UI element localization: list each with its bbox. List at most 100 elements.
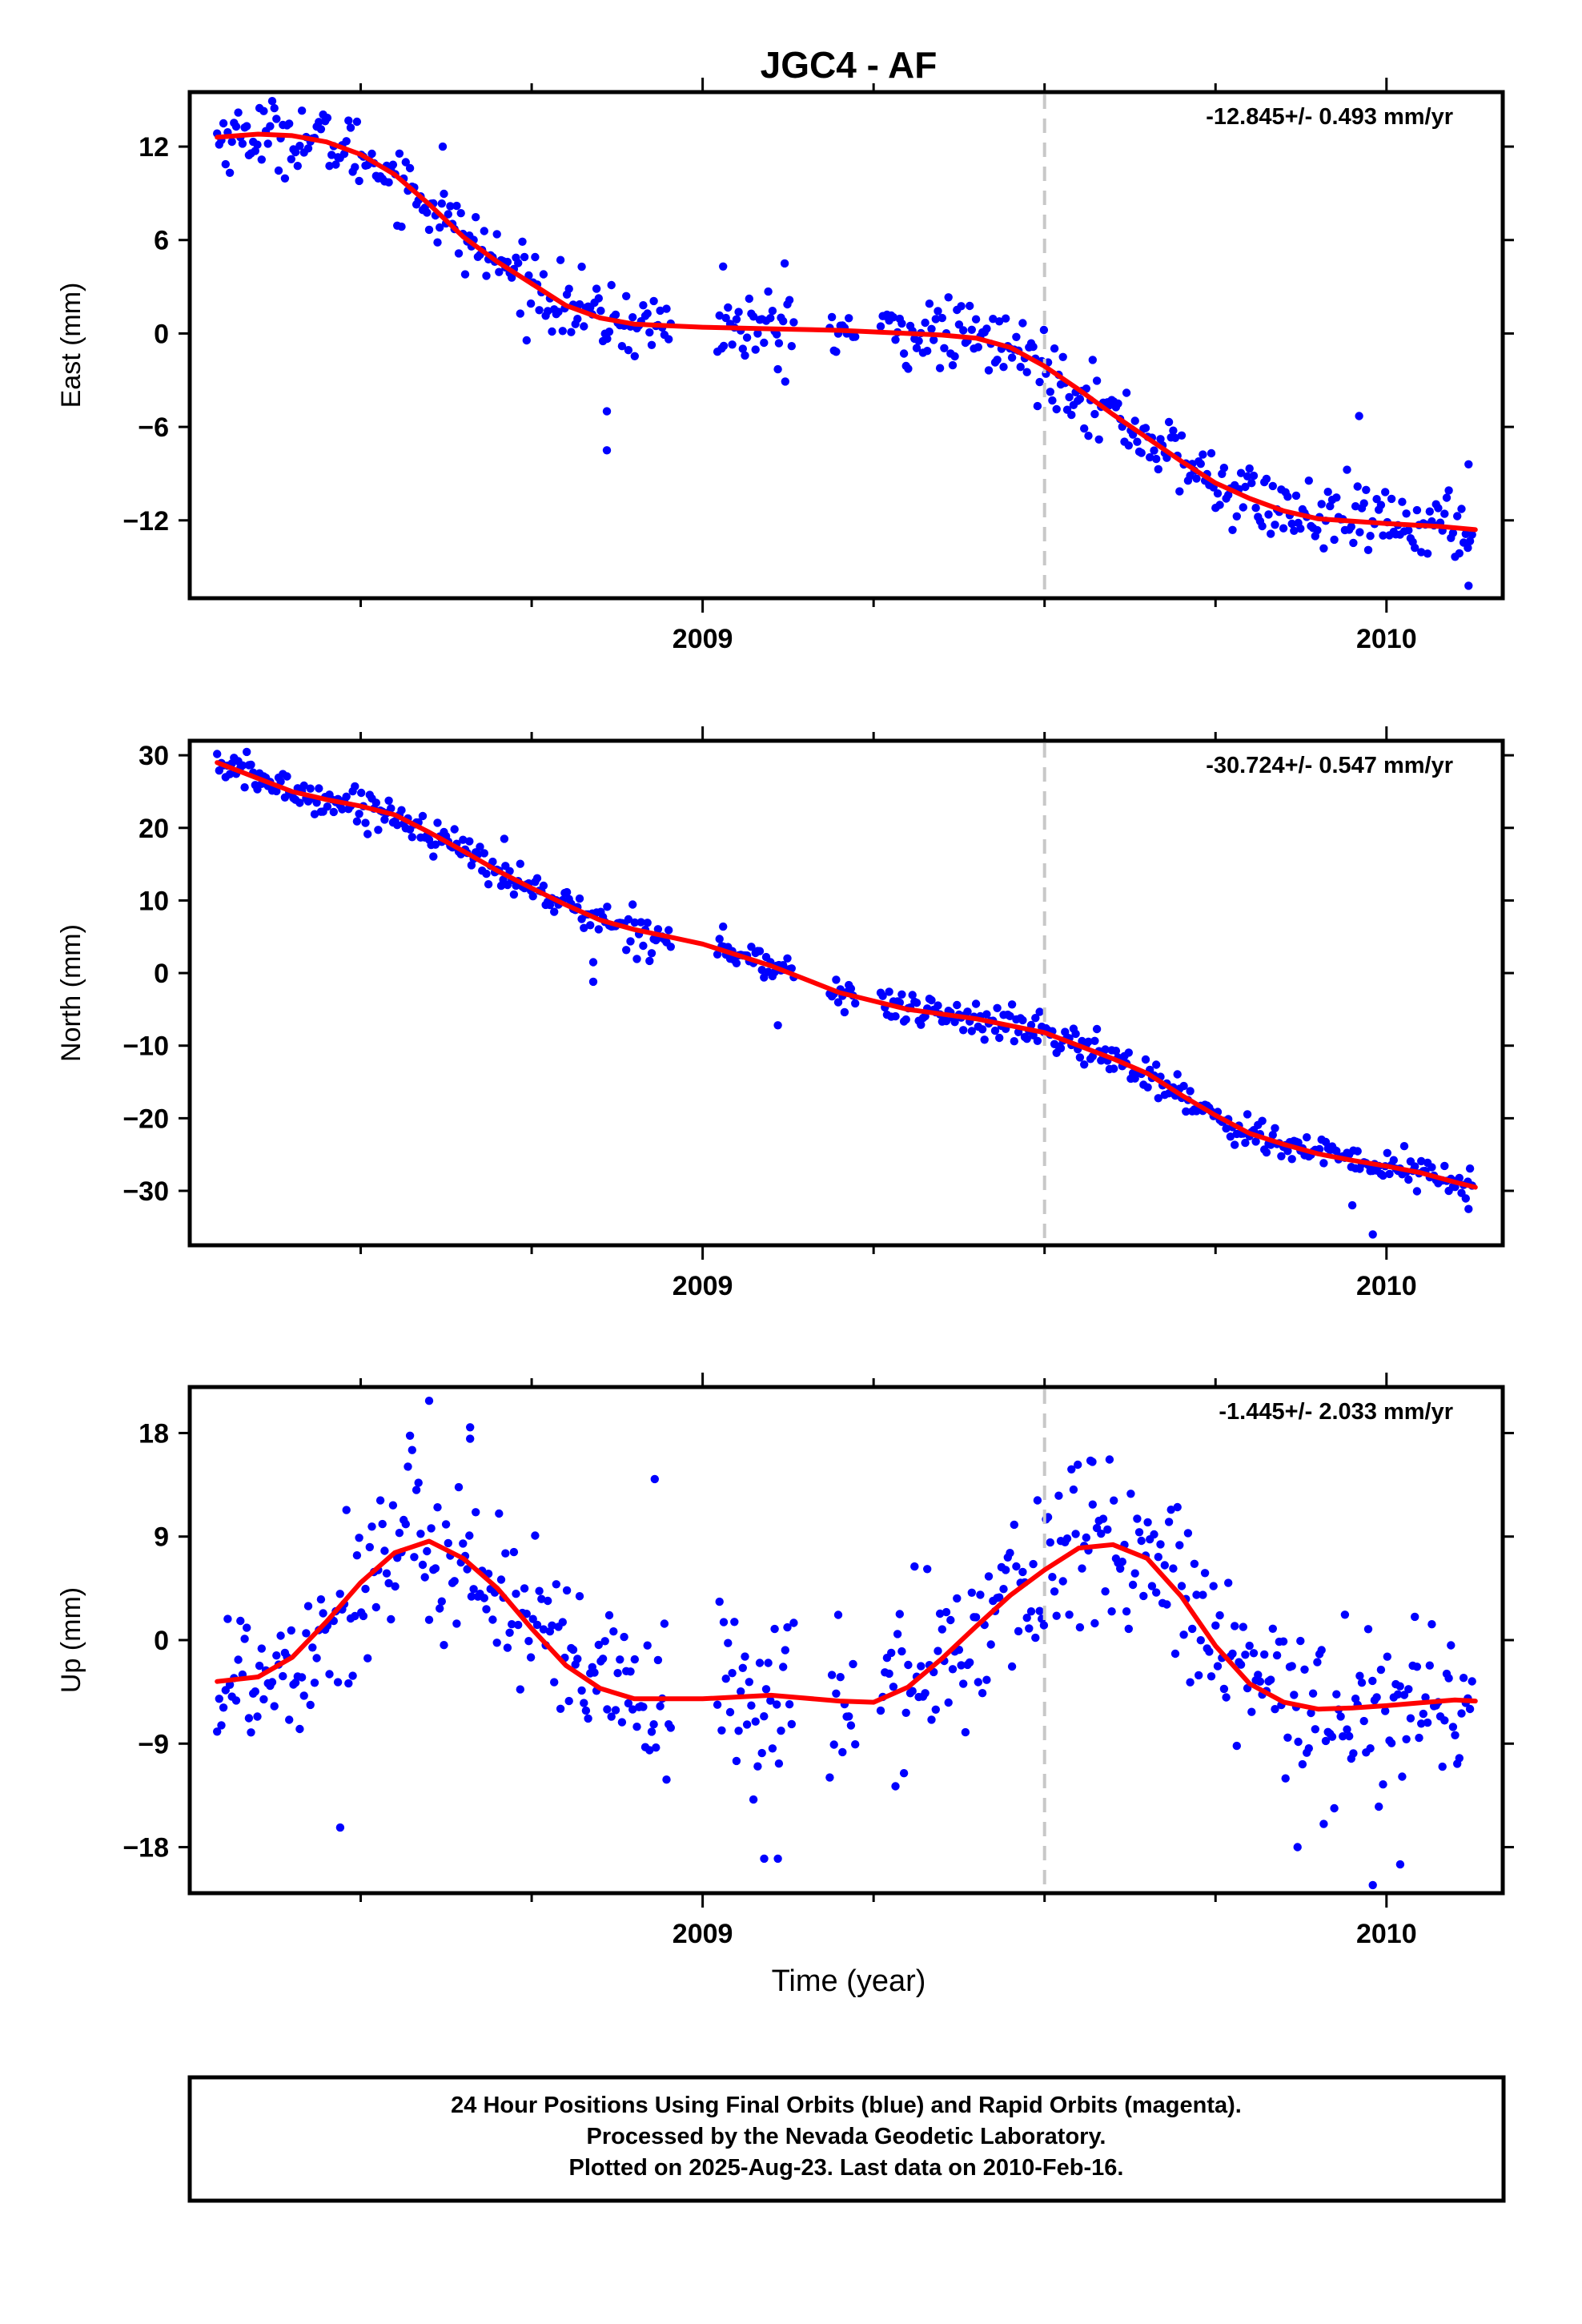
data-point: [789, 318, 798, 327]
data-point: [532, 1620, 542, 1630]
data-point: [653, 925, 663, 934]
data-point: [1448, 529, 1458, 537]
data-point: [643, 919, 652, 927]
data-point: [327, 151, 336, 159]
data-point: [948, 1665, 958, 1674]
data-point: [1268, 1131, 1278, 1140]
data-point: [495, 1509, 504, 1518]
data-point: [438, 142, 448, 151]
data-point: [757, 1748, 766, 1758]
y-tick-label: 30: [139, 741, 169, 771]
data-point: [1398, 1772, 1407, 1781]
data-point: [1363, 545, 1373, 554]
data-point: [1313, 1658, 1322, 1667]
data-point: [622, 946, 631, 955]
data-point: [526, 1653, 536, 1662]
data-point: [630, 918, 639, 927]
data-point: [742, 333, 752, 342]
data-point: [1018, 1567, 1027, 1577]
data-point: [1465, 1164, 1475, 1173]
data-point: [568, 1645, 578, 1655]
data-point: [544, 307, 552, 316]
data-point: [980, 1035, 989, 1044]
data-point: [833, 1610, 843, 1619]
data-point: [1164, 1518, 1174, 1526]
data-point: [755, 1659, 765, 1667]
data-point: [259, 107, 268, 115]
data-point: [1065, 1610, 1074, 1619]
data-point: [781, 377, 789, 386]
data-point: [1228, 1649, 1237, 1659]
data-point: [766, 1696, 775, 1705]
data-point: [1300, 1665, 1309, 1674]
footer-line-2: Processed by the Nevada Geodetic Laborat…: [587, 2124, 1106, 2149]
data-point: [1455, 549, 1464, 558]
data-point: [851, 999, 860, 1008]
data-point: [1007, 353, 1017, 362]
data-point: [901, 1708, 910, 1717]
data-point: [1461, 1194, 1471, 1203]
data-point: [456, 209, 465, 218]
data-point: [995, 1033, 1004, 1043]
data-point: [1355, 1671, 1364, 1680]
data-point: [1007, 1662, 1017, 1671]
data-point: [1465, 1704, 1475, 1714]
data-point: [891, 1782, 900, 1791]
data-point: [482, 869, 491, 879]
data-point: [1279, 524, 1288, 533]
data-point: [488, 857, 497, 866]
data-point: [276, 1631, 285, 1640]
data-point: [768, 1744, 777, 1753]
data-point: [272, 115, 281, 123]
data-point: [1048, 1573, 1057, 1582]
data-point: [316, 1595, 326, 1604]
y-tick-label: −18: [122, 1833, 169, 1864]
data-point: [243, 122, 251, 131]
data-point: [1052, 1611, 1061, 1620]
data-point: [734, 1727, 743, 1735]
data-point: [537, 1594, 546, 1603]
data-point: [501, 1549, 510, 1558]
data-point: [838, 1747, 847, 1757]
data-point: [666, 1723, 675, 1732]
data-point: [757, 966, 766, 975]
data-point: [935, 364, 945, 372]
data-point: [1243, 472, 1252, 480]
data-point: [465, 1531, 474, 1540]
data-point: [1213, 1662, 1223, 1671]
data-point: [596, 306, 605, 316]
data-point: [665, 926, 673, 935]
data-point: [1007, 1000, 1017, 1009]
data-point: [846, 984, 856, 993]
data-point: [1383, 1652, 1392, 1661]
data-point: [1404, 1685, 1413, 1694]
data-point: [1154, 1094, 1163, 1103]
data-point: [323, 114, 332, 123]
data-point: [649, 296, 658, 306]
data-point: [1271, 1124, 1279, 1133]
data-point: [645, 328, 654, 337]
data-point: [889, 313, 898, 322]
data-point: [1447, 1641, 1456, 1650]
data-point: [721, 313, 730, 323]
data-point: [1128, 430, 1138, 439]
data-point: [544, 1596, 552, 1606]
data-point: [312, 1654, 321, 1663]
data-point: [974, 343, 983, 352]
data-point: [1137, 448, 1146, 457]
data-point: [1232, 512, 1242, 521]
data-point: [1065, 392, 1074, 402]
data-point: [1207, 448, 1216, 458]
data-point: [450, 1577, 459, 1586]
data-point: [1067, 1465, 1076, 1474]
data-point: [581, 1706, 591, 1715]
data-point: [522, 336, 531, 345]
data-point: [647, 340, 656, 349]
data-point: [976, 1590, 985, 1599]
data-point: [1116, 1564, 1125, 1574]
data-point: [225, 168, 235, 177]
data-point: [335, 1823, 345, 1832]
data-point: [594, 294, 603, 303]
data-point: [1379, 1780, 1387, 1789]
data-point: [999, 363, 1008, 372]
